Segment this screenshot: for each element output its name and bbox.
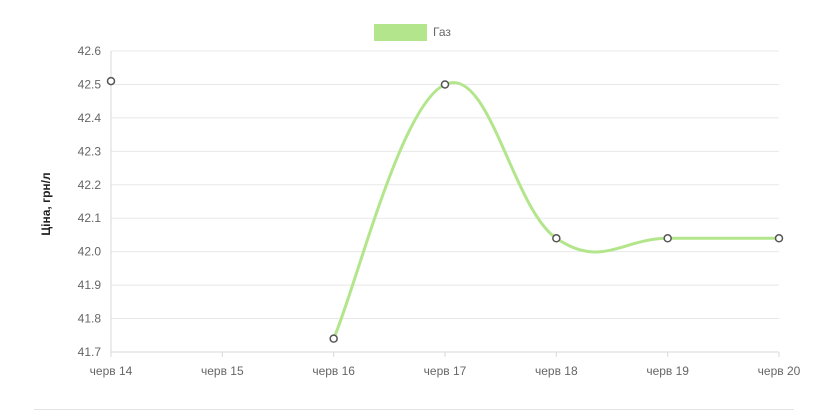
data-point[interactable] bbox=[663, 234, 672, 243]
y-tick-label: 42.0 bbox=[78, 245, 102, 259]
y-tick-label: 42.1 bbox=[78, 211, 102, 225]
x-axis-ticks: черв 14 черв 15 черв 16 черв 17 черв 18 черв … bbox=[90, 352, 801, 378]
legend-swatch-gas[interactable] bbox=[374, 24, 427, 41]
y-tick-label: 42.2 bbox=[78, 178, 102, 192]
bottom-divider bbox=[34, 409, 794, 410]
x-tick-label: черв 15 bbox=[201, 364, 244, 378]
y-axis-ticks: 42.6 42.5 42.4 42.3 42.2 42.1 42.0 41.9 41.8 41.7 bbox=[78, 44, 102, 359]
x-tick-label: черв 14 bbox=[90, 364, 133, 378]
data-point[interactable] bbox=[552, 234, 561, 243]
x-tick-label: черв 18 bbox=[535, 364, 578, 378]
data-point[interactable] bbox=[440, 80, 450, 89]
y-tick-label: 42.4 bbox=[78, 111, 102, 125]
data-point[interactable] bbox=[106, 76, 116, 86]
data-point[interactable] bbox=[329, 334, 338, 343]
x-tick-label: черв 19 bbox=[646, 364, 689, 378]
y-tick-label: 41.8 bbox=[78, 312, 102, 326]
x-tick-label: черв 17 bbox=[424, 364, 467, 378]
y-tick-label: 41.9 bbox=[78, 278, 102, 292]
y-tick-label: 42.5 bbox=[78, 77, 102, 91]
y-tick-label: 41.7 bbox=[78, 345, 102, 359]
legend[interactable]: Газ bbox=[374, 24, 451, 41]
y-tick-label: 42.6 bbox=[78, 44, 102, 58]
x-tick-label: черв 20 bbox=[758, 364, 801, 378]
data-point[interactable] bbox=[774, 234, 784, 243]
series-line-gas bbox=[332, 81, 781, 341]
x-tick-label: черв 16 bbox=[312, 364, 355, 378]
grid bbox=[110, 50, 779, 353]
y-tick-label: 42.3 bbox=[78, 144, 102, 158]
y-axis-label: Ціна, грн/л bbox=[39, 172, 53, 235]
legend-label-gas[interactable]: Газ bbox=[433, 25, 451, 39]
series-lines bbox=[332, 81, 781, 341]
series-points[interactable] bbox=[106, 76, 784, 343]
